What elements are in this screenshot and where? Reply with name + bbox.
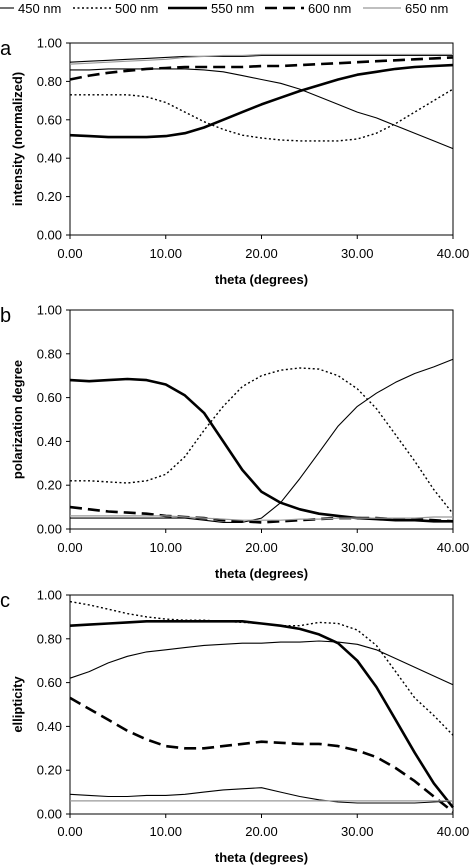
x-tick-label: 40.00: [437, 540, 470, 555]
x-tick-label: 40.00: [437, 824, 470, 839]
y-axis-title: polarization degree: [10, 360, 25, 479]
series-line-600-nm-4: [69, 696, 454, 813]
x-tick-label: 30.00: [341, 824, 374, 839]
x-tick-label: 30.00: [341, 540, 374, 555]
y-tick-label: 0.60: [37, 390, 62, 405]
x-tick-label: 10.00: [149, 824, 182, 839]
y-tick-label: 0.80: [37, 631, 62, 646]
series-line-450-nm-1: [69, 640, 454, 686]
x-axis-title: theta (degrees): [215, 566, 308, 581]
x-tick-label: 40.00: [437, 246, 470, 261]
series-line-450-nm-0: [70, 358, 454, 523]
y-tick-label: 0.20: [37, 189, 62, 204]
series-line-600-nm-3: [69, 505, 454, 524]
panel-letter: a: [0, 38, 12, 60]
panel-letter: c: [0, 590, 10, 612]
y-tick-label: 0.00: [37, 807, 62, 822]
plot-frame: [69, 309, 454, 530]
x-tick-label: 0.00: [57, 540, 82, 555]
y-tick-label: 0.40: [37, 151, 62, 166]
series-line-550-nm-3: [69, 63, 454, 139]
x-tick-label: 10.00: [149, 246, 182, 261]
legend-label-0: 450 nm: [18, 1, 61, 16]
series-line-550-nm-2: [69, 377, 453, 523]
plot-frame: [69, 594, 454, 815]
x-tick-label: 0.00: [57, 824, 82, 839]
panel-b: b 0.00 0.20 0.40 0.60 0.80 1.00 0.00 10.00 20.00 3…: [0, 303, 469, 582]
y-axis-title: ellipticity: [10, 676, 25, 733]
series-line-500-nm-1: [70, 367, 454, 515]
series-line-500-nm-2: [70, 88, 454, 142]
y-tick-label: 0.40: [37, 434, 62, 449]
y-tick-label: 0.80: [37, 346, 62, 361]
y-tick-label: 0.00: [37, 522, 62, 537]
series-line-450-nm-0: [69, 787, 454, 804]
x-tick-label: 0.00: [57, 246, 82, 261]
y-tick-label: 0.80: [37, 74, 62, 89]
y-tick-label: 0.00: [37, 228, 62, 243]
y-tick-label: 0.60: [37, 675, 62, 690]
series-line-650-nm-4: [70, 515, 453, 521]
series-line-450-nm-0: [69, 54, 453, 63]
y-tick-label: 0.20: [37, 478, 62, 493]
legend-label-4: 650 nm: [405, 1, 448, 16]
y-tick-label: 1.00: [37, 588, 62, 603]
x-tick-label: 30.00: [341, 246, 374, 261]
x-axis-title: theta (degrees): [215, 272, 308, 287]
y-tick-label: 0.20: [37, 763, 62, 778]
y-tick-label: 0.40: [37, 719, 62, 734]
x-tick-label: 20.00: [245, 246, 278, 261]
panel-a: a 0.00 0.20 0.40 0.60 0.80 1.00 0.00 10.00 20.00 3…: [0, 36, 469, 288]
y-tick-label: 1.00: [37, 36, 62, 51]
series-line-600-nm-4: [69, 56, 454, 81]
x-tick-label: 10.00: [149, 540, 182, 555]
series-line-550-nm-3: [69, 619, 455, 809]
y-tick-label: 0.60: [37, 112, 62, 127]
legend-label-1: 500 nm: [115, 1, 158, 16]
legend-label-3: 600 nm: [308, 1, 351, 16]
series-line-650-nm-5: [69, 53, 453, 65]
x-tick-label: 20.00: [245, 540, 278, 555]
figure-panels: a 0.00 0.20 0.40 0.60 0.80 1.00 0.00 10.00 20.00 3…: [0, 36, 469, 865]
panel-letter: b: [0, 305, 11, 327]
chart-legend: 450 nm 500 nm 550 nm 600 nm 650 nm: [0, 1, 448, 16]
x-tick-label: 20.00: [245, 824, 278, 839]
y-tick-label: 1.00: [37, 303, 62, 318]
panel-c: c 0.00 0.20 0.40 0.60 0.80 1.00 0.00 10.00 20.00 3…: [0, 588, 469, 865]
y-axis-title: intensity (normalized): [10, 72, 25, 206]
x-axis-title: theta (degrees): [215, 850, 308, 865]
legend-label-2: 550 nm: [211, 1, 254, 16]
